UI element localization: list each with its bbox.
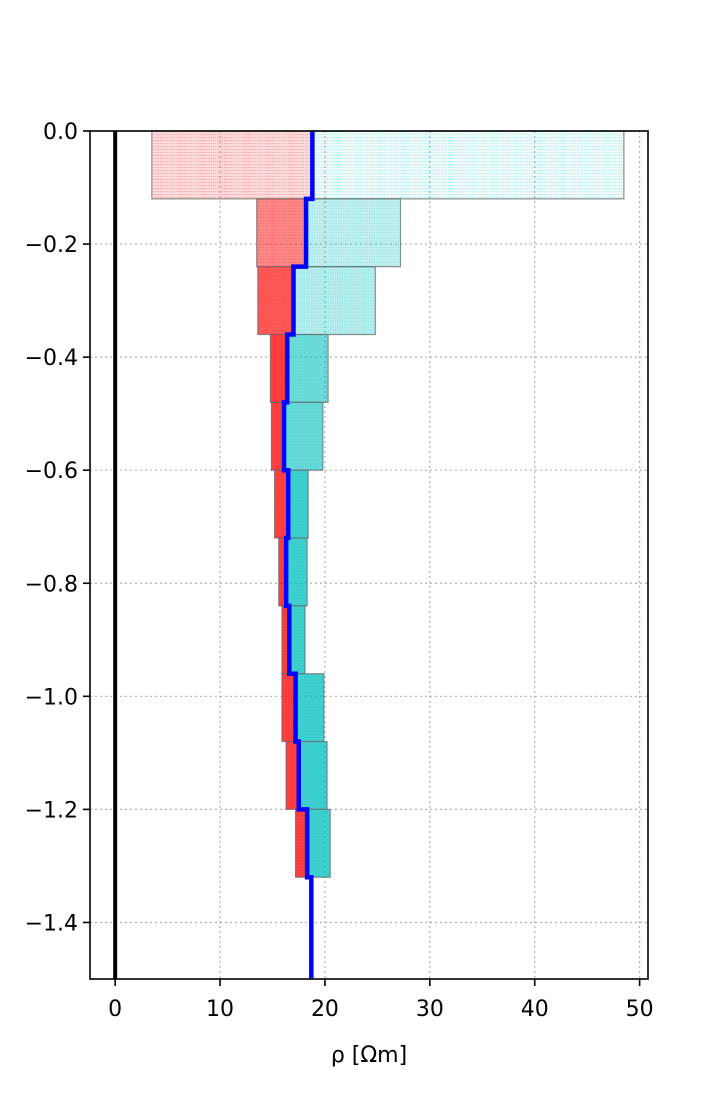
box-below-mean <box>271 402 285 471</box>
box-above-mean <box>295 673 324 742</box>
y-tick-label: −0.4 <box>25 346 78 371</box>
y-tick-label: 0.0 <box>43 120 78 145</box>
profile-lines <box>113 131 315 979</box>
x-tick-label: 30 <box>416 997 444 1022</box>
box-above-mean <box>288 470 309 539</box>
box-below-mean <box>270 334 288 403</box>
box-below-mean <box>278 538 287 606</box>
box-below-mean <box>281 605 290 674</box>
box-below-mean <box>295 809 308 878</box>
box-above-mean <box>287 334 329 403</box>
box-below-mean <box>274 470 289 539</box>
box-above-mean <box>289 605 306 674</box>
box-above-mean <box>307 809 331 878</box>
y-tick-label: −0.6 <box>25 459 78 484</box>
x-tick-label: 10 <box>206 997 234 1022</box>
mean-resistivity-profile <box>281 131 315 979</box>
box-above-mean <box>312 131 624 199</box>
box-above-mean <box>293 266 376 335</box>
resistivity-interval-boxes <box>151 130 625 878</box>
y-tick-label: −0.2 <box>25 233 78 258</box>
box-above-mean <box>306 198 401 267</box>
x-axis-ticks: 0 10 20 30 40 50 <box>108 979 654 1022</box>
box-above-mean <box>284 402 323 471</box>
y-tick-label: −1.2 <box>25 798 78 823</box>
y-tick-label: −1.0 <box>25 685 78 710</box>
box-below-mean <box>286 741 299 810</box>
box-below-mean <box>257 266 294 335</box>
box-below-mean <box>281 673 296 742</box>
x-tick-label: 20 <box>311 997 339 1022</box>
y-tick-label: −1.4 <box>25 911 78 936</box>
box-below-mean <box>151 131 313 199</box>
box-above-mean <box>286 538 308 606</box>
box-below-mean <box>256 198 307 267</box>
x-tick-label: 40 <box>521 997 549 1022</box>
x-tick-label: 0 <box>108 997 122 1022</box>
x-axis-label: ρ [Ωm] <box>331 1043 407 1068</box>
y-axis-ticks: 0.0 −0.2 −0.4 −0.6 −0.8 −1.0 −1.2 −1.4 <box>25 120 90 936</box>
x-tick-label: 50 <box>626 997 654 1022</box>
plot-frame <box>89 130 649 980</box>
y-tick-label: −0.8 <box>25 572 78 597</box>
box-above-mean <box>298 741 328 810</box>
